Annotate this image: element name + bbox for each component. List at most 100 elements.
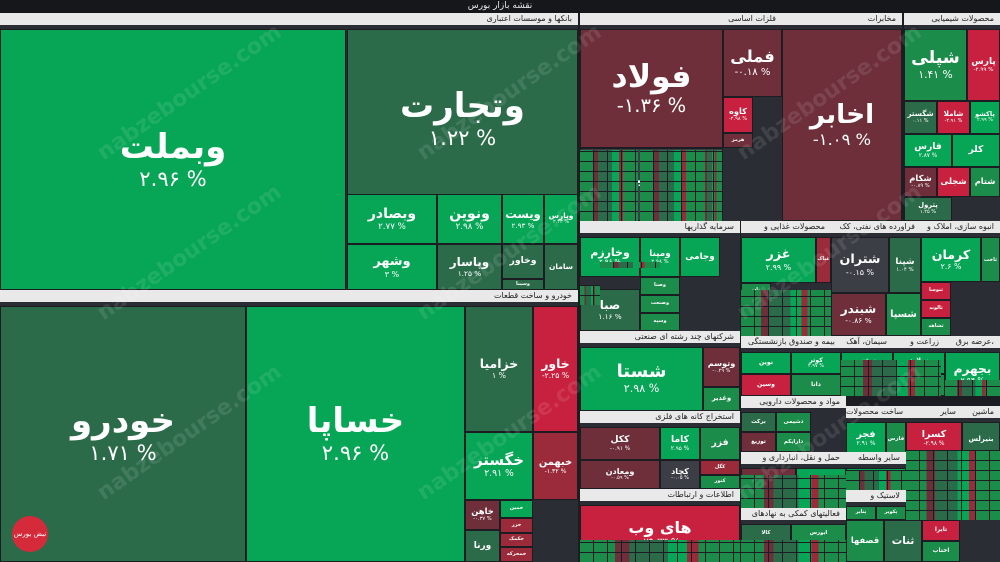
stock-tile[interactable]: فارس bbox=[886, 422, 906, 456]
stock-tile[interactable]: فولاد -۱.۳۶ % bbox=[580, 29, 723, 148]
sector-title[interactable]: مواد و محصولات دارویی bbox=[741, 396, 846, 408]
stock-tile[interactable]: خمین bbox=[500, 500, 533, 518]
stock-tile[interactable]: ونوین ۲.۹۸ % bbox=[437, 194, 502, 244]
stock-tile[interactable]: وخارزم۲.۹۶ % bbox=[580, 237, 640, 277]
stock-tile[interactable]: پترول ۱.۲۵ % bbox=[904, 197, 952, 221]
stock-tile[interactable]: شپنا ۱.۰۴ % bbox=[889, 237, 921, 293]
stock-tile[interactable]: شپلی ۱.۴۱ % bbox=[904, 29, 967, 101]
stock-tile[interactable]: خگستر ۲.۹۱ % bbox=[465, 432, 533, 500]
stock-tile[interactable]: خبهمن -۱.۳۲ % bbox=[533, 432, 578, 500]
stock-tile[interactable]: شتران -۰.۱۵ % bbox=[831, 237, 889, 293]
sector-title[interactable]: بانکها و موسسات اعتباری bbox=[0, 13, 578, 25]
sector-title[interactable]: ماشین bbox=[962, 406, 1000, 418]
stock-tile[interactable]: کرمان ۲.۶ % bbox=[921, 237, 981, 282]
stock-tile[interactable]: ویست ۲.۹۳ % bbox=[502, 194, 544, 244]
stock-tile[interactable]: پتایر bbox=[846, 506, 876, 520]
stock-tile[interactable]: کاوه -۲.۹۸ % bbox=[723, 97, 753, 133]
stock-tile[interactable]: خساپا ۲.۹۶ % bbox=[246, 306, 465, 562]
stock-tile[interactable]: فزر bbox=[700, 427, 740, 460]
sector-title[interactable]: محصولات غذایی و bbox=[741, 221, 831, 233]
stock-tile[interactable]: اخابر -۱.۰۹ % bbox=[782, 29, 902, 221]
stock-tile[interactable]: خاور -۲.۲۵ % bbox=[533, 306, 578, 432]
stock-tile[interactable]: کنور bbox=[700, 475, 740, 489]
stock-tile[interactable]: ورنا bbox=[465, 530, 500, 562]
stock-tile[interactable]: پارس -۲.۹۹ % bbox=[967, 29, 1000, 101]
stock-tile[interactable]: دارایکم bbox=[776, 432, 811, 452]
sector-title[interactable]: عرضه برق، bbox=[945, 336, 1000, 348]
stock-tile[interactable]: وپارس ۲.۳۳ % bbox=[544, 194, 578, 244]
stock-tile[interactable]: خاهن -۰.۳۷ % bbox=[465, 500, 500, 530]
stock-tile[interactable]: ثالوند bbox=[921, 300, 951, 318]
sector-title[interactable]: زراعت و bbox=[893, 336, 945, 348]
sector-title[interactable]: انبوه سازی، املاک و bbox=[921, 221, 1000, 233]
sector-title[interactable]: فراورده های نفتی، کک bbox=[831, 221, 921, 233]
sector-title[interactable]: محصولات شیمیایی bbox=[904, 13, 1000, 25]
stock-tile[interactable]: شستا ۲.۹۸ % bbox=[580, 347, 703, 411]
stock-tile[interactable]: سامان bbox=[544, 244, 578, 290]
stock-tile[interactable]: وسپه bbox=[640, 313, 680, 331]
stock-tile[interactable]: ککل -۰.۹۱ % bbox=[580, 427, 660, 460]
stock-tile[interactable]: تایرا bbox=[922, 520, 960, 541]
sector-title[interactable]: سایر bbox=[906, 406, 962, 418]
stock-tile[interactable]: برکت bbox=[741, 412, 776, 432]
stock-tile[interactable]: شتام bbox=[970, 167, 1000, 197]
sector-title[interactable]: لاستیک و bbox=[846, 490, 906, 502]
stock-tile[interactable]: قصفها bbox=[846, 520, 884, 562]
stock-tile[interactable]: خزامیا ۱ % bbox=[465, 306, 533, 432]
sector-title[interactable]: خودرو و ساخت قطعات bbox=[0, 290, 578, 302]
stock-tile[interactable]: وتجارت ۱.۲۲ % bbox=[347, 29, 578, 209]
stock-tile[interactable]: شکام -۰.۸۹ % bbox=[904, 167, 937, 197]
stock-tile[interactable]: خمحرکه bbox=[500, 547, 533, 562]
stock-tile[interactable]: هرمز bbox=[723, 133, 753, 148]
sector-title[interactable]: حمل و نقل، انبارداری و bbox=[741, 452, 846, 464]
stock-tile[interactable]: اختاب bbox=[922, 541, 960, 562]
stock-tile[interactable]: وصنعت bbox=[640, 295, 680, 313]
stock-tile[interactable]: کلر bbox=[952, 134, 1000, 167]
stock-tile[interactable]: ثنات bbox=[884, 520, 922, 562]
stock-tile[interactable]: غپاک bbox=[816, 237, 831, 283]
stock-tile[interactable]: وغدیر bbox=[703, 387, 740, 411]
stock-tile[interactable]: ثشاهد bbox=[921, 318, 951, 336]
stock-tile[interactable]: وجامی bbox=[680, 237, 720, 277]
stock-tile[interactable]: شسپا bbox=[886, 293, 921, 336]
sector-title[interactable]: ساخت محصولات bbox=[846, 406, 906, 418]
stock-tile[interactable]: ثاخت bbox=[981, 237, 1000, 282]
stock-tile[interactable]: خکمک bbox=[500, 533, 533, 547]
stock-tile[interactable]: وخاور bbox=[502, 244, 544, 279]
stock-tile[interactable]: کچاد -۰.۰۵ % bbox=[660, 460, 700, 489]
stock-tile[interactable]: خزر bbox=[500, 518, 533, 533]
stock-tile[interactable]: ثنوسا bbox=[921, 282, 951, 300]
sector-title[interactable]: فلزات اساسی bbox=[580, 13, 782, 25]
stock-tile[interactable]: وسینا bbox=[502, 279, 544, 290]
sector-title[interactable]: استخراج کانه های فلزی bbox=[580, 411, 740, 423]
sector-title[interactable]: فعالیتهای کمکی به نهادهای bbox=[741, 508, 846, 520]
sector-title[interactable]: بیمه و صندوق بازنشستگی bbox=[741, 336, 841, 348]
stock-tile[interactable]: کاما ۲.۹۵ % bbox=[660, 427, 700, 460]
stock-tile[interactable]: وبملت ۲.۹۶ % bbox=[0, 29, 346, 290]
stock-tile[interactable]: کوثر ۲.۹۷ % bbox=[791, 352, 841, 374]
stock-tile[interactable]: ومپنا۲.۹۸ % bbox=[640, 237, 680, 277]
sector-title[interactable]: سیمان، آهک bbox=[841, 336, 893, 348]
stock-tile[interactable]: ومعادن -۰.۵۹ % bbox=[580, 460, 660, 489]
sector-title[interactable]: سرمایه گذاریها bbox=[580, 221, 740, 233]
sector-title[interactable]: اطلاعات و ارتباطات bbox=[580, 489, 740, 501]
stock-tile[interactable]: دانا bbox=[791, 374, 841, 396]
stock-tile[interactable]: وتوسم -۰.۲۹ % bbox=[703, 347, 740, 387]
stock-tile[interactable]: دشیمی bbox=[776, 412, 811, 432]
sector-title[interactable]: سایر واسطه bbox=[846, 452, 906, 464]
stock-tile[interactable]: شجلی bbox=[937, 167, 970, 197]
stock-tile[interactable]: غزر ۲.۹۹ % bbox=[741, 237, 816, 283]
stock-tile[interactable]: فملی -۰.۱۸ % bbox=[723, 29, 782, 97]
stock-tile[interactable]: پاکشو ۲.۹۹ % bbox=[970, 101, 1000, 134]
stock-tile[interactable]: وصنا bbox=[640, 277, 680, 295]
sector-title[interactable]: مخابرات bbox=[782, 13, 902, 25]
stock-tile[interactable]: فجر ۲.۹۱ % bbox=[846, 422, 886, 456]
stock-tile[interactable]: شگستر ۰.۱۱ % bbox=[904, 101, 937, 134]
stock-tile[interactable]: پکویر bbox=[876, 506, 906, 520]
stock-tile[interactable]: کگل bbox=[700, 460, 740, 475]
stock-tile[interactable]: وپاسار ۱.۲۵ % bbox=[437, 244, 502, 290]
stock-tile[interactable]: توزیع bbox=[741, 432, 776, 452]
stock-tile[interactable]: فارس ۲.۸۷ % bbox=[904, 134, 952, 167]
stock-tile[interactable]: وسین bbox=[741, 374, 791, 396]
stock-tile[interactable]: شبندر -۰.۸۶ % bbox=[831, 293, 886, 336]
